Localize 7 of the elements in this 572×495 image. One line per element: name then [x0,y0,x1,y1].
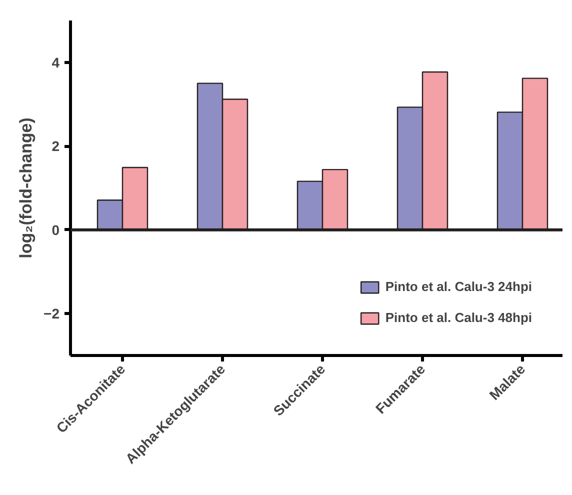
y-tick-label: 0 [52,222,60,238]
y-tick-label: −2 [44,306,60,322]
y-axis-title: log₂(fold-change) [16,118,36,258]
legend-label: Pinto et al. Calu-3 48hpi [385,310,532,325]
legend-label: Pinto et al. Calu-3 24hpi [385,279,532,294]
y-tick-label: 4 [52,54,60,70]
y-tick-label: 2 [52,138,60,154]
